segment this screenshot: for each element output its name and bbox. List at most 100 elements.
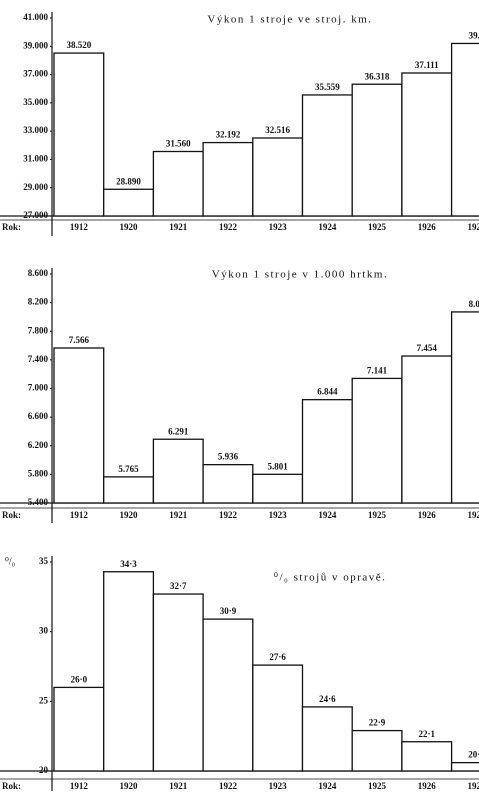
value-label: 30·9 xyxy=(220,606,237,616)
value-label: 24·6 xyxy=(319,694,336,704)
bar xyxy=(103,188,155,217)
value-label: 20·6 xyxy=(468,750,479,760)
value-label: 32·7 xyxy=(170,581,187,591)
value-label: 6.844 xyxy=(317,387,338,397)
bar xyxy=(53,347,105,504)
x-tick-label: 1927 xyxy=(467,510,479,520)
value-label: 36.318 xyxy=(365,71,390,81)
bar xyxy=(152,593,204,772)
bar xyxy=(351,83,403,217)
x-axis-label: Rok: xyxy=(2,510,21,520)
bar xyxy=(450,42,479,217)
x-tick-label: 1912 xyxy=(70,222,89,232)
y-tick-label: 7.000 xyxy=(28,383,49,393)
value-label: 7.141 xyxy=(367,365,388,375)
x-tick-label: 1924 xyxy=(318,222,337,232)
value-label: 5.801 xyxy=(268,461,289,471)
bar xyxy=(152,150,204,217)
value-label: 32.516 xyxy=(265,125,290,135)
x-tick-label: 1925 xyxy=(368,510,387,520)
value-label: 22·1 xyxy=(418,729,435,739)
bar xyxy=(351,729,403,772)
x-tick-label: 1925 xyxy=(368,781,387,791)
y-tick-label: 8.200 xyxy=(28,297,49,307)
x-tick-label: 1922 xyxy=(219,222,238,232)
chart-title: ⁰/₀ strojů v opravě. xyxy=(274,572,387,584)
chart-title: Výkon 1 stroje v 1.000 hrtkm. xyxy=(212,269,388,281)
x-tick-label: 1912 xyxy=(70,510,89,520)
x-tick-label: 1925 xyxy=(368,222,387,232)
y-tick-label: 6.600 xyxy=(28,411,49,421)
x-tick-label: 1921 xyxy=(169,781,188,791)
y-tick-label: 39.000 xyxy=(23,40,48,50)
bar xyxy=(401,741,453,772)
value-label: 8.07 xyxy=(469,299,479,309)
bar xyxy=(301,399,353,504)
value-label: 5.765 xyxy=(118,464,139,474)
value-label: 38.520 xyxy=(66,40,91,50)
bar xyxy=(401,355,453,504)
x-axis-label: Rok: xyxy=(2,222,21,232)
y-tick-label: 33.000 xyxy=(23,125,48,135)
bar xyxy=(252,664,304,772)
bar xyxy=(252,473,304,504)
value-label: 37.111 xyxy=(415,60,439,70)
y-tick-label: 5.800 xyxy=(28,468,49,478)
value-label: 26·0 xyxy=(71,674,88,684)
bar xyxy=(450,761,479,772)
bar xyxy=(202,618,254,772)
bar xyxy=(202,141,254,217)
x-tick-label: 1920 xyxy=(120,222,139,232)
bar xyxy=(53,52,105,217)
bar xyxy=(103,571,155,772)
y-tick-label: 20 xyxy=(39,765,49,775)
y-tick-label: 7.400 xyxy=(28,354,49,364)
y-tick-label: 6.200 xyxy=(28,440,49,450)
y-tick-label: 30 xyxy=(39,626,49,636)
bar xyxy=(53,686,105,772)
value-label: 27·6 xyxy=(269,652,286,662)
bar xyxy=(252,137,304,217)
x-tick-label: 1923 xyxy=(269,222,288,232)
y-tick-label: 37.000 xyxy=(23,69,48,79)
x-tick-label: 1920 xyxy=(120,510,139,520)
value-label: 31.560 xyxy=(166,139,191,149)
bar xyxy=(351,377,403,504)
bar xyxy=(202,463,254,504)
y-tick-label: 27.000 xyxy=(23,210,48,220)
x-tick-label: 1921 xyxy=(169,222,188,232)
value-label: 22·9 xyxy=(369,718,386,728)
y-tick-label: 25 xyxy=(39,695,49,705)
y-tick-label: 29.000 xyxy=(23,182,48,192)
y-tick-label: 35 xyxy=(39,556,49,566)
x-tick-label: 1922 xyxy=(219,781,238,791)
x-tick-label: 1921 xyxy=(169,510,188,520)
x-tick-label: 1923 xyxy=(269,510,288,520)
bar xyxy=(401,72,453,217)
y-tick-label: 8.600 xyxy=(28,268,49,278)
value-label: 32.192 xyxy=(216,130,241,140)
bar xyxy=(301,94,353,217)
value-label: 6.291 xyxy=(168,426,189,436)
y-tick-label: 31.000 xyxy=(23,153,48,163)
x-tick-label: 1923 xyxy=(269,781,288,791)
value-label: 35.559 xyxy=(315,82,340,92)
x-tick-label: 1927 xyxy=(467,222,479,232)
x-tick-label: 1920 xyxy=(120,781,139,791)
y-tick-label: 5.400 xyxy=(28,497,49,507)
bar xyxy=(301,706,353,772)
x-tick-label: 1926 xyxy=(418,510,437,520)
x-tick-label: 1922 xyxy=(219,510,238,520)
value-label: 28.890 xyxy=(116,176,141,186)
y-tick-label: 35.000 xyxy=(23,97,48,107)
y-tick-label: 7.800 xyxy=(28,325,49,335)
x-tick-label: 1912 xyxy=(70,781,89,791)
value-label: 7.454 xyxy=(417,343,438,353)
value-label: 7.566 xyxy=(69,335,90,345)
x-tick-label: 1924 xyxy=(318,781,337,791)
chart-title: Výkon 1 stroje ve stroj. km. xyxy=(207,14,372,26)
value-label: 34·3 xyxy=(120,559,137,569)
x-tick-label: 1926 xyxy=(418,781,437,791)
x-tick-label: 1927 xyxy=(467,781,479,791)
x-axis-label: Rok: xyxy=(2,781,21,791)
